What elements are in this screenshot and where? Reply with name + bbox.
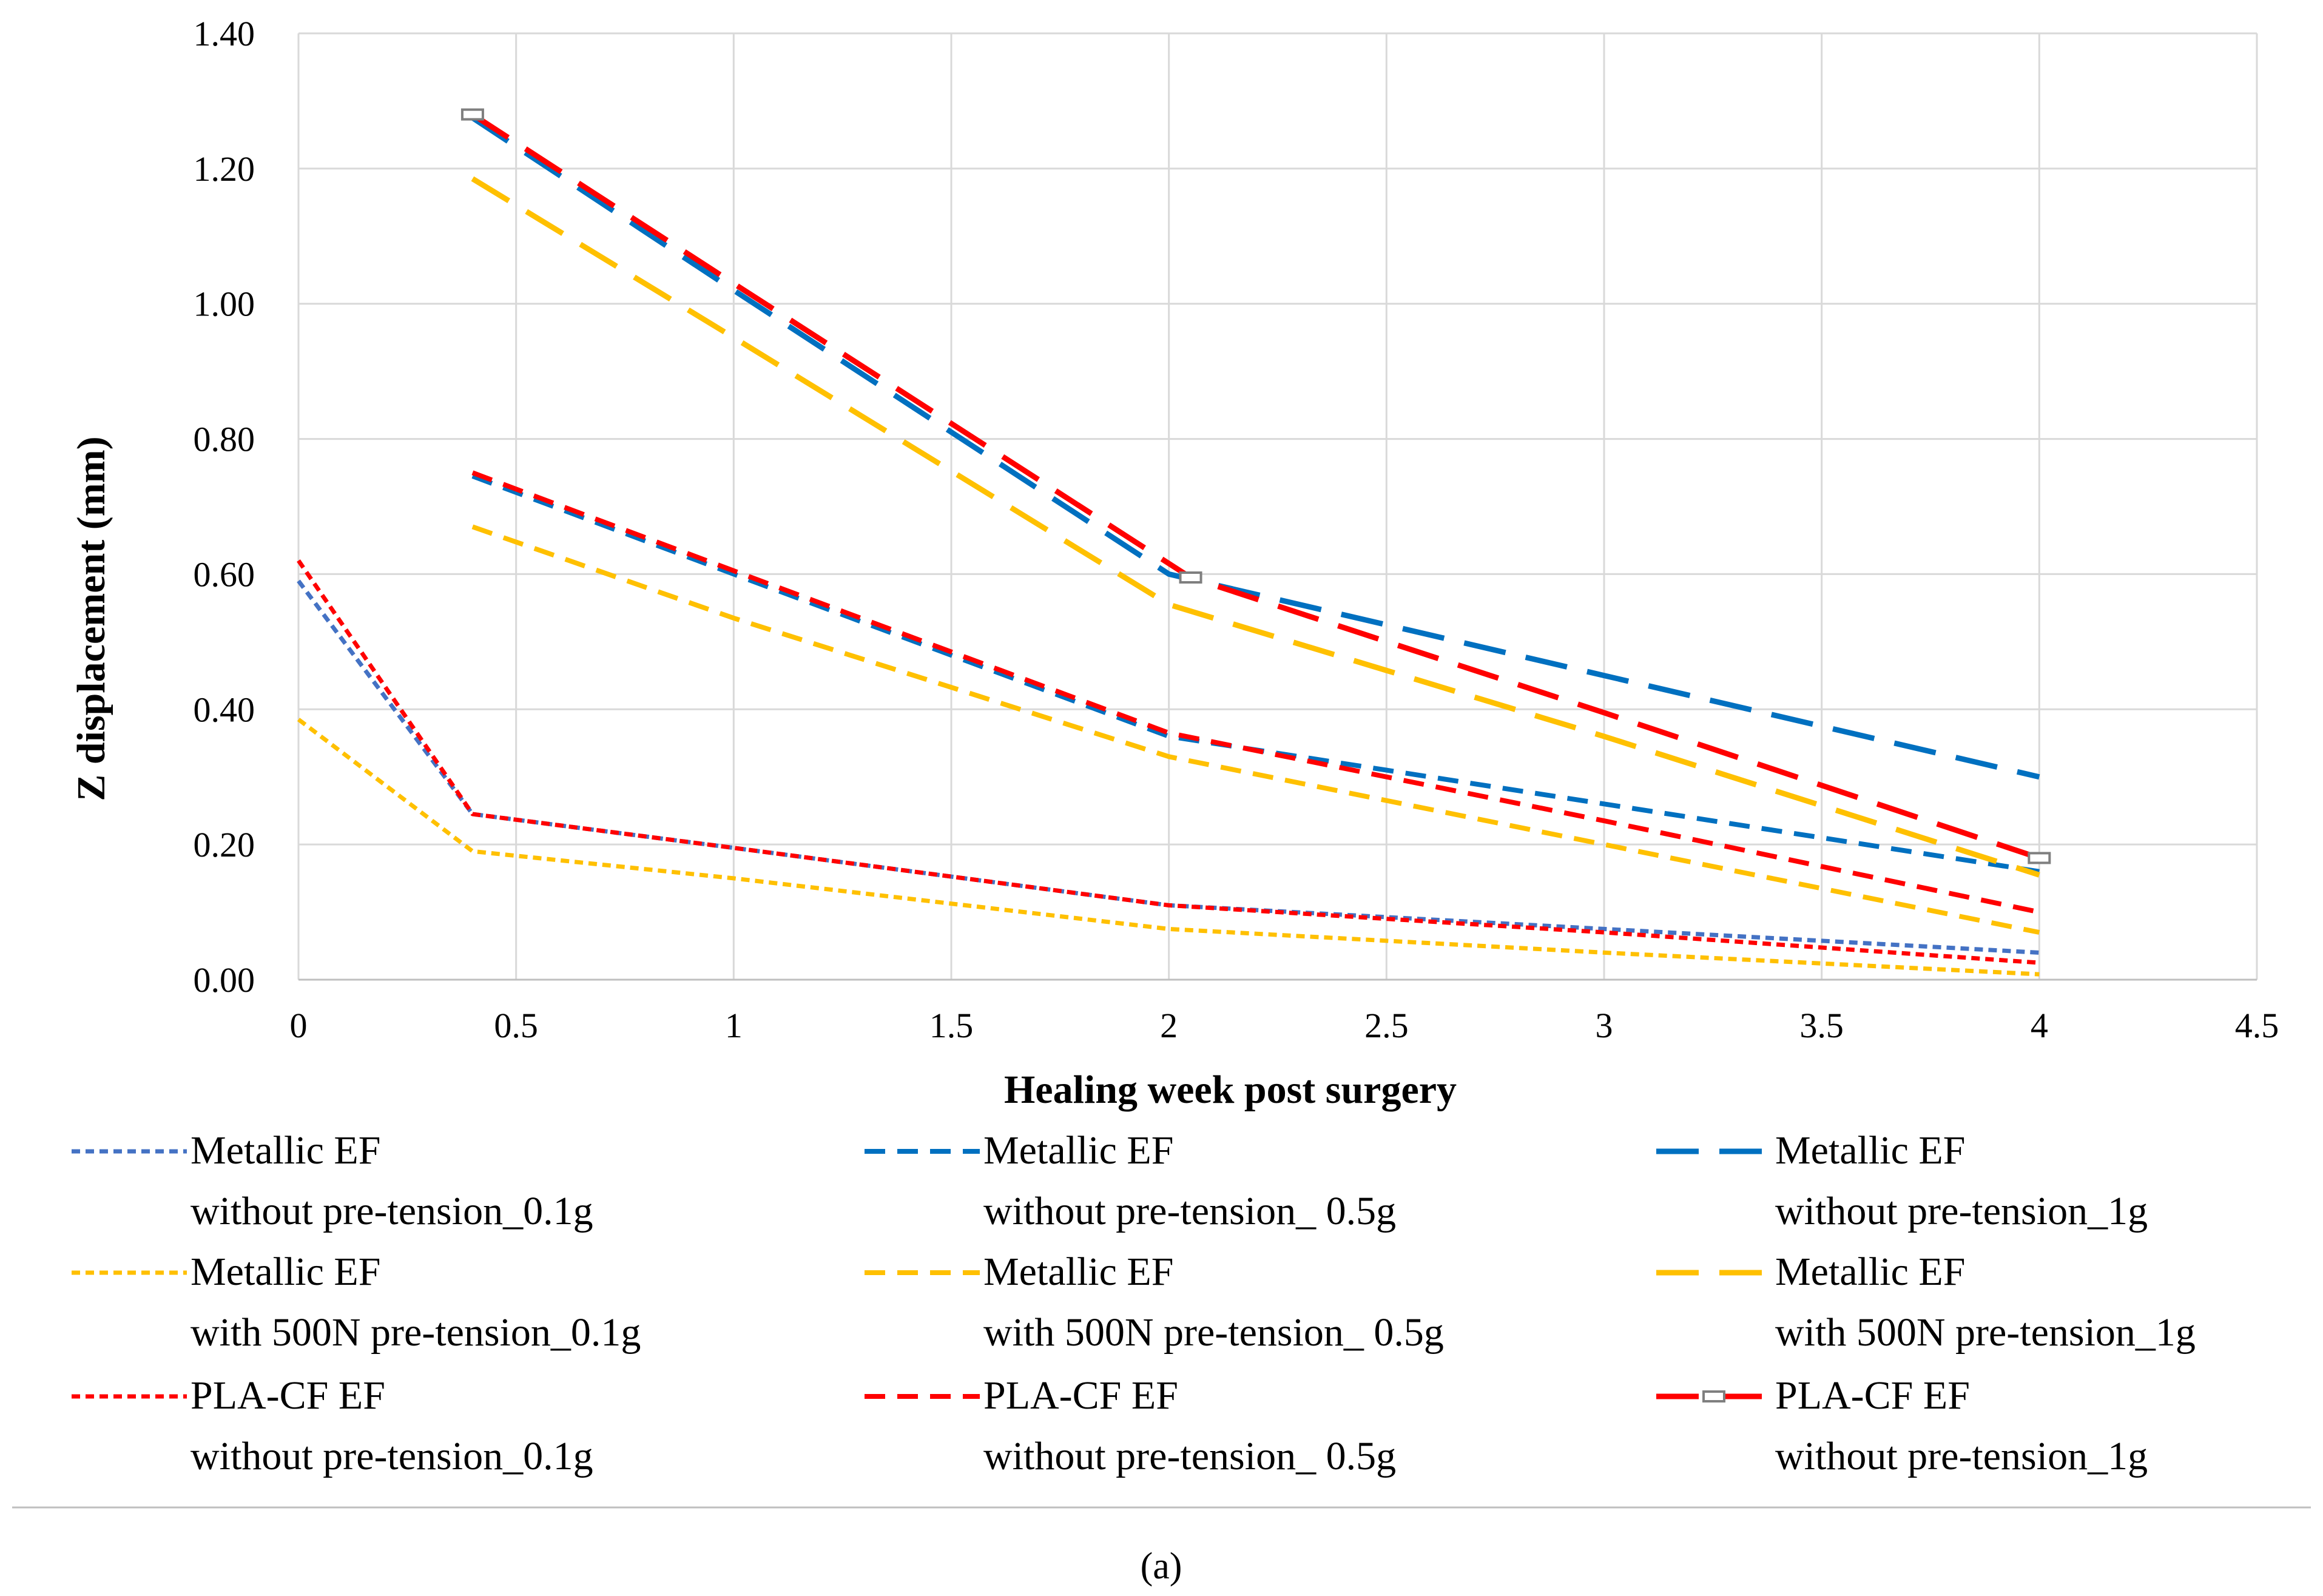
x-tick-label-2: 1 bbox=[725, 1006, 743, 1045]
y-tick-label-1: 0.20 bbox=[194, 825, 255, 864]
figure-caption: (a) bbox=[1141, 1546, 1182, 1587]
legend: Metallic EF without pre-tension_0.1g Metal… bbox=[72, 1128, 2196, 1478]
x-tick-label-0: 0 bbox=[290, 1006, 308, 1045]
series-line-6 bbox=[297, 559, 2040, 965]
y-tick-label-0: 0.00 bbox=[194, 960, 255, 1000]
y-axis-title: Z displacement (mm) bbox=[69, 436, 113, 801]
legend-marker-8 bbox=[1702, 1390, 1725, 1402]
legend-label-4-line2: with 500N pre-tension_ 0.5g bbox=[983, 1310, 1444, 1355]
legend-label-6-line1: PLA-CF EF bbox=[190, 1373, 385, 1418]
x-tick-label-5: 2.5 bbox=[1364, 1006, 1409, 1045]
x-tick-label-8: 4 bbox=[2031, 1006, 2048, 1045]
legend-label-3-line2: with 500N pre-tension_0.1g bbox=[190, 1310, 641, 1355]
legend-label-4-line1: Metallic EF bbox=[983, 1250, 1173, 1294]
y-tick-label-6: 1.20 bbox=[194, 149, 255, 189]
series-marker-8-0 bbox=[460, 108, 484, 121]
y-tick-label-5: 1.00 bbox=[194, 285, 255, 324]
series-line-4 bbox=[471, 524, 2040, 935]
y-tick-label-3: 0.60 bbox=[194, 554, 255, 594]
legend-label-0-line1: Metallic EF bbox=[190, 1128, 380, 1173]
legend-label-2-line1: Metallic EF bbox=[1775, 1128, 1965, 1173]
series-line-5 bbox=[471, 176, 2040, 878]
legend-label-7-line2: without pre-tension_ 0.5g bbox=[983, 1434, 1396, 1478]
legend-label-5-line1: Metallic EF bbox=[1775, 1250, 1965, 1294]
legend-label-8-line1: PLA-CF EF bbox=[1775, 1373, 1970, 1418]
legend-label-0-line2: without pre-tension_0.1g bbox=[190, 1189, 593, 1233]
y-tick-label-7: 1.40 bbox=[194, 14, 255, 53]
legend-label-8-line2: without pre-tension_1g bbox=[1775, 1434, 2148, 1478]
x-tick-label-6: 3 bbox=[1596, 1006, 1613, 1045]
x-tick-label-4: 2 bbox=[1160, 1006, 1178, 1045]
x-tick-label-3: 1.5 bbox=[929, 1006, 974, 1045]
series-line-1 bbox=[471, 474, 2040, 874]
legend-label-1-line2: without pre-tension_ 0.5g bbox=[983, 1189, 1396, 1233]
series-markers bbox=[460, 108, 2051, 864]
legend-label-3-line1: Metallic EF bbox=[190, 1250, 380, 1294]
series-line-2 bbox=[471, 115, 2040, 780]
x-tick-label-9: 4.5 bbox=[2235, 1006, 2279, 1045]
legend-label-1-line1: Metallic EF bbox=[983, 1128, 1173, 1173]
legend-label-7-line1: PLA-CF EF bbox=[983, 1373, 1178, 1418]
legend-label-5-line2: with 500N pre-tension_1g bbox=[1775, 1310, 2196, 1355]
series-marker-8-2 bbox=[1179, 571, 1202, 584]
x-axis-title: Healing week post surgery bbox=[1004, 1068, 1457, 1112]
tick-labels: 0 0.5 1 1.5 2 2.5 3 3.5 4 4.5 0.00 0.20 0.40 0.60 0.80… bbox=[194, 14, 2279, 1045]
series-marker-8-4 bbox=[2028, 852, 2051, 864]
x-tick-label-7: 3.5 bbox=[1799, 1006, 1844, 1045]
series-line-3 bbox=[297, 718, 2040, 977]
x-tick-label-1: 0.5 bbox=[494, 1006, 538, 1045]
y-tick-label-2: 0.40 bbox=[194, 690, 255, 729]
legend-label-6-line2: without pre-tension_0.1g bbox=[190, 1434, 593, 1478]
legend-label-2-line2: without pre-tension_1g bbox=[1775, 1189, 2148, 1233]
y-tick-label-4: 0.80 bbox=[194, 420, 255, 459]
